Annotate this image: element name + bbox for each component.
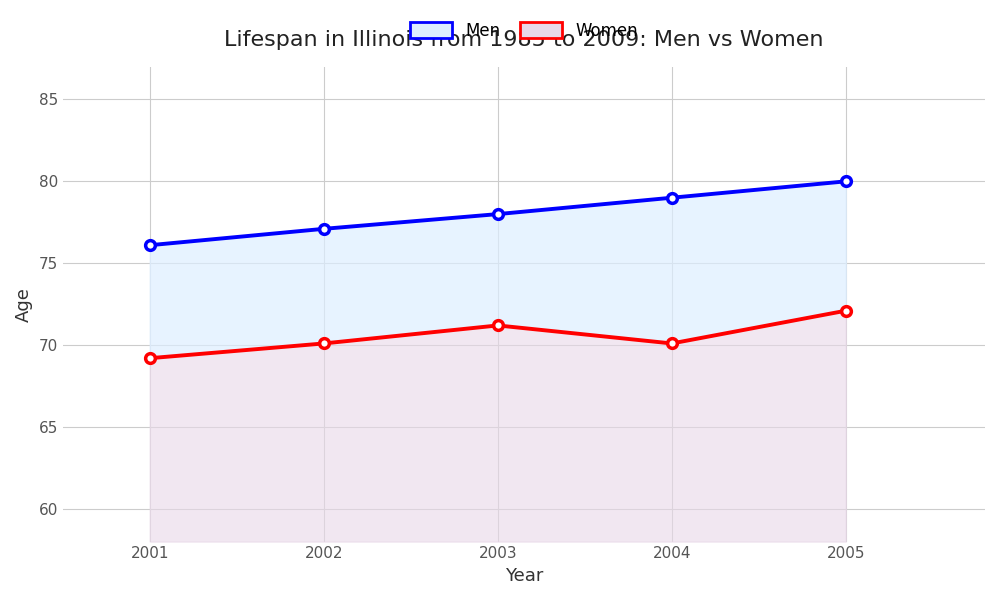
X-axis label: Year: Year xyxy=(505,567,543,585)
Legend: Men, Women: Men, Women xyxy=(402,13,646,48)
Y-axis label: Age: Age xyxy=(15,287,33,322)
Title: Lifespan in Illinois from 1985 to 2009: Men vs Women: Lifespan in Illinois from 1985 to 2009: … xyxy=(224,30,824,50)
